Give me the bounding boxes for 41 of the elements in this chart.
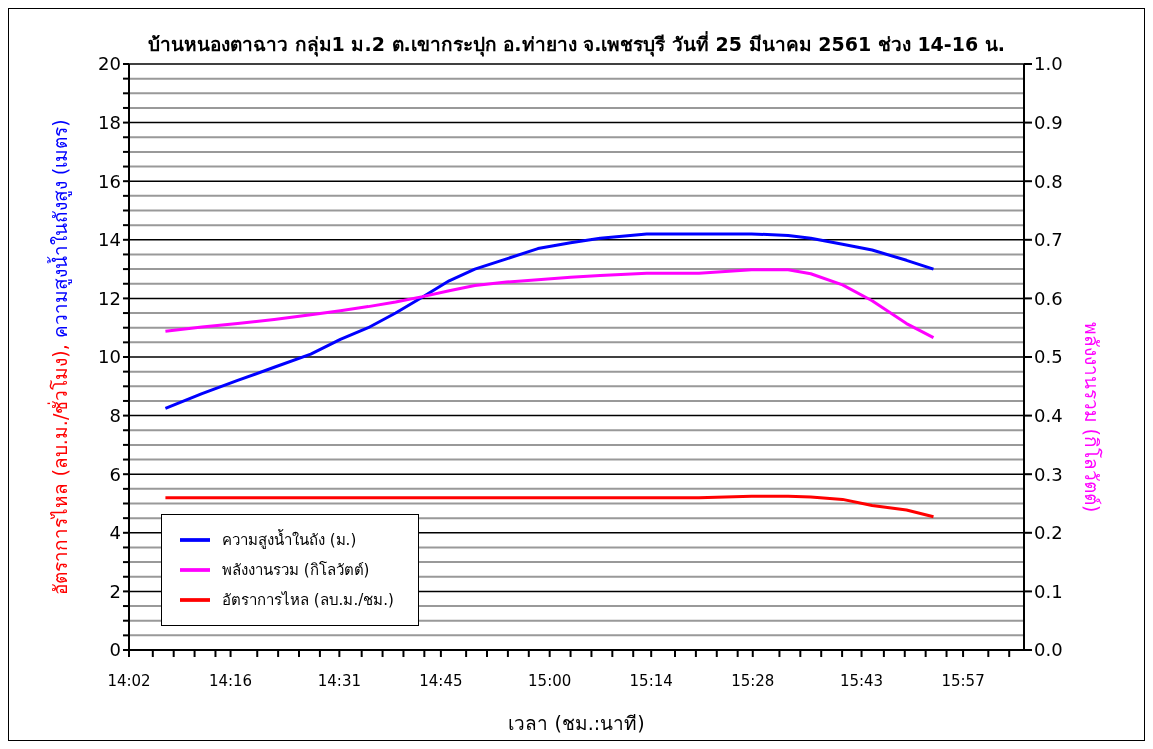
y-tick-label: 14 [98,229,121,251]
x-tick-label: 14:16 [208,671,253,690]
y2-tick-label: 0.8 [1034,170,1063,192]
y-tick-label: 10 [98,346,121,368]
y-tick-label: 18 [98,111,121,133]
y2-tick-label: 0.0 [1034,639,1063,661]
y2-tick-label: 0.6 [1034,287,1063,309]
y-tick-label: 0 [109,639,121,661]
y2-tick-label: 0.2 [1034,522,1063,544]
y2-tick-label: 0.7 [1034,229,1063,251]
y-tick-label: 12 [98,287,121,309]
y-tick-label: 6 [109,463,121,485]
x-axis-title: เวลา (ชม.:นาที) [508,712,645,734]
line-series [163,232,935,410]
y-tick-label: 4 [109,522,121,544]
y2-tick-label: 0.1 [1034,580,1063,602]
legend-label: อัตราการไหล (ลบ.ม./ชม.) [222,590,394,609]
legend-label: พลังงานรวม (กิโลวัตต์) [222,560,370,579]
x-tick-label: 15:57 [941,671,985,690]
y2-tick-label: 0.4 [1034,404,1063,426]
y-tick-label: 20 [98,53,121,75]
y-tick-label: 16 [98,170,121,192]
chart-title: บ้านหนองตาฉาว กลุ่ม1 ม.2 ต.เขากระปุก อ.ท่ายาง จ.เพชรบุรี วันที่ 25 มีนาคม 2561 ช่วง 14-16 น. [148,33,1005,55]
y2-tick-label: 1.0 [1034,53,1063,75]
x-tick-label: 14:31 [317,671,361,690]
x-tick-label: 15:14 [629,671,673,690]
x-tick-label: 14:45 [419,671,463,690]
x-tick-label: 15:00 [528,671,572,690]
x-tick-label: 14:02 [107,671,151,690]
y2-tick-label: 0.3 [1034,463,1063,485]
legend-label: ความสูงน้ำในถัง (ม.) [222,530,357,549]
line-series [163,268,935,340]
y-axis-title: อัตราการไหล (ลบ.ม./ชั่วโมง), ความสูงน้ำในถังสูง (เมตร) [46,119,72,595]
y-tick-label: 2 [109,580,121,602]
line-series [163,494,935,519]
x-tick-label: 15:43 [839,671,884,690]
y2-axis-title: พลังงานรวม (กิโลวัตต์) [1080,321,1103,513]
x-tick-label: 15:28 [731,671,775,690]
y2-tick-label: 0.5 [1034,346,1063,368]
y-tick-label: 8 [109,404,121,426]
y2-tick-label: 0.9 [1034,111,1063,133]
